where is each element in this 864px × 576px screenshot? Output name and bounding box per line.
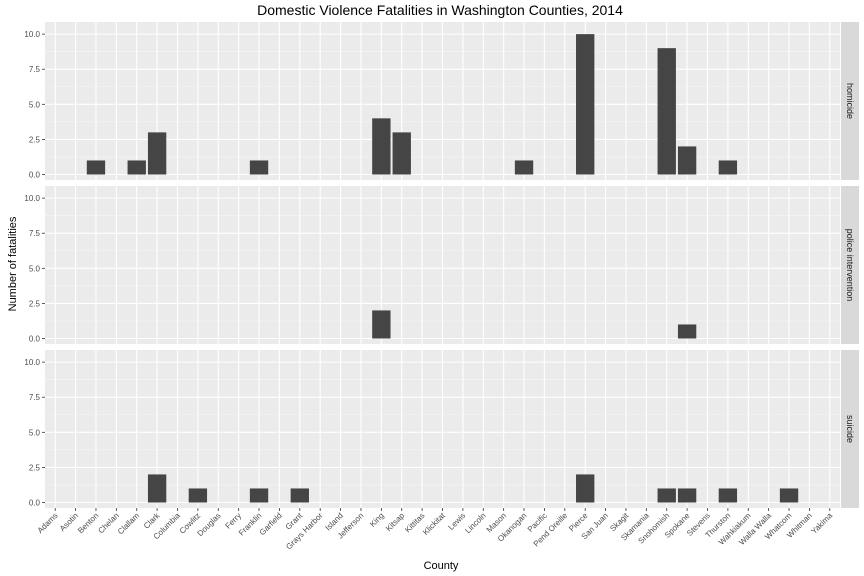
- y-tick-label: 2.5: [29, 299, 41, 308]
- y-tick-label: 0.0: [29, 499, 41, 508]
- y-tick-label: 5.0: [29, 264, 41, 273]
- facet-panels: 0.0 2.5 5.0 7.5 10.0 homicide 0.0 2.5 5.0 7.5 10.0…: [24, 22, 859, 551]
- bar-homicide-Spokane: [677, 146, 697, 175]
- bar-homicide-Benton: [86, 160, 106, 175]
- x-tick-label: Adams: [36, 511, 60, 535]
- chart-title: Domestic Violence Fatalities in Washingt…: [257, 2, 623, 18]
- x-tick-label: King: [368, 511, 386, 529]
- bar-homicide-Snohomish: [657, 48, 676, 175]
- x-tick-label: Clallam: [116, 511, 141, 536]
- facet-strip: [841, 350, 859, 508]
- x-tick-label: Garfield: [258, 511, 284, 537]
- bar-homicide-Thurston: [718, 160, 738, 175]
- bar-homicide-Okanogan: [514, 160, 534, 175]
- facet-strip-label: suicide: [845, 415, 855, 443]
- x-tick-label: Klickitat: [421, 511, 447, 537]
- y-tick-label: 10.0: [24, 358, 40, 367]
- y-tick-label: 10.0: [24, 30, 40, 39]
- y-axis-title: Number of fatalities: [7, 216, 19, 311]
- bar-suicide-Snohomish: [657, 488, 676, 503]
- facet-panel-suicide: 0.0 2.5 5.0 7.5 10.0 suicide: [24, 350, 859, 508]
- bar-suicide-Spokane: [677, 488, 697, 503]
- bar-police-intervention-Spokane: [677, 324, 697, 339]
- y-tick-label: 7.5: [29, 65, 41, 74]
- bar-homicide-Clallam: [127, 160, 146, 175]
- bar-suicide-Grant: [290, 488, 309, 503]
- bar-homicide-Clark: [147, 132, 167, 175]
- facet-strip: [841, 186, 859, 344]
- bar-homicide-Pierce: [576, 34, 595, 175]
- bar-homicide-King: [372, 118, 391, 175]
- bar-suicide-Cowlitz: [188, 488, 208, 503]
- facet-strip-label: police intervention: [845, 229, 855, 302]
- facet-strip: [841, 22, 859, 180]
- x-axis-title: County: [424, 560, 459, 572]
- y-tick-label: 5.0: [29, 100, 41, 109]
- y-tick-label: 5.0: [29, 428, 41, 437]
- facet-panel-homicide: 0.0 2.5 5.0 7.5 10.0 homicide: [24, 22, 859, 180]
- y-tick-label: 7.5: [29, 393, 41, 402]
- bar-homicide-Franklin: [249, 160, 269, 175]
- bar-suicide-Thurston: [718, 488, 738, 503]
- x-tick-label: Benton: [76, 511, 100, 535]
- bar-suicide-Clark: [147, 474, 167, 503]
- x-tick-label: Kitsap: [384, 511, 406, 533]
- bar-police-intervention-King: [372, 310, 391, 339]
- x-tick-label: Yakima: [809, 511, 834, 536]
- y-tick-label: 0.0: [29, 171, 41, 180]
- y-tick-label: 2.5: [29, 135, 41, 144]
- facet-strip-label: homicide: [845, 83, 855, 119]
- bar-homicide-Kitsap: [392, 132, 411, 175]
- facet-panel-police-intervention: 0.0 2.5 5.0 7.5 10.0 police intervention: [24, 186, 859, 344]
- y-tick-label: 2.5: [29, 463, 41, 472]
- bar-suicide-Whatcom: [779, 488, 799, 503]
- y-tick-label: 0.0: [29, 335, 41, 344]
- y-tick-label: 10.0: [24, 194, 40, 203]
- bar-suicide-Pierce: [576, 474, 595, 503]
- y-tick-label: 7.5: [29, 229, 41, 238]
- bar-suicide-Franklin: [249, 488, 269, 503]
- x-tick-label: Lincoln: [463, 511, 487, 535]
